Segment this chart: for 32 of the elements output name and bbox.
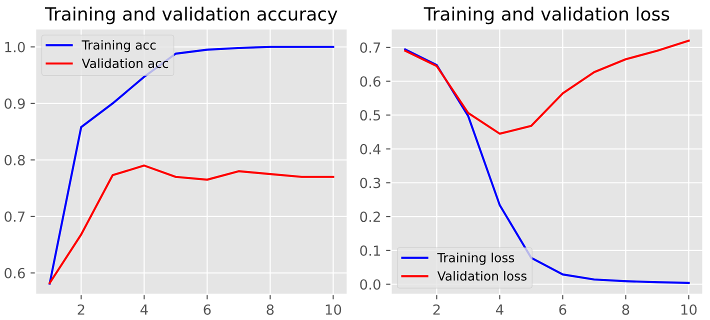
y-tick-label: 0.1 bbox=[360, 245, 380, 256]
x-tick-label: 6 bbox=[204, 304, 211, 315]
y-tick-label: 0.5 bbox=[360, 110, 380, 121]
x-tick-label: 10 bbox=[681, 304, 697, 315]
x-tick-label: 6 bbox=[559, 304, 566, 315]
x-tick-label: 2 bbox=[78, 304, 84, 315]
y-tick-label: 0.6 bbox=[360, 76, 380, 87]
line-series bbox=[404, 40, 690, 135]
y-tick-label: 0.4 bbox=[360, 144, 381, 154]
y-tick-label: 0.2 bbox=[360, 212, 380, 222]
x-tick-label: 10 bbox=[326, 304, 342, 315]
chart-title: Training and validation accuracy bbox=[44, 6, 338, 24]
chart-title: Training and validation loss bbox=[424, 6, 670, 24]
x-tick-label: 8 bbox=[622, 304, 630, 315]
line-series bbox=[404, 48, 690, 284]
x-tick-label: 8 bbox=[266, 304, 274, 315]
y-tick-label: 0.6 bbox=[4, 268, 25, 278]
legend-label: Training loss bbox=[437, 252, 514, 265]
legend-label: Validation loss bbox=[437, 271, 527, 281]
y-tick-label: 0.0 bbox=[360, 279, 380, 290]
x-tick-label: 4 bbox=[140, 304, 148, 315]
y-tick-label: 0.7 bbox=[4, 211, 25, 222]
y-tick-label: 0.8 bbox=[4, 154, 25, 166]
y-tick-label: 0.3 bbox=[360, 178, 380, 188]
x-tick-label: 2 bbox=[433, 304, 440, 315]
legend-label: Validation acc bbox=[82, 58, 168, 68]
line-series bbox=[48, 164, 334, 284]
x-tick-label: 4 bbox=[496, 304, 504, 315]
legend-label: Training acc bbox=[82, 40, 156, 52]
y-tick-label: 0.7 bbox=[360, 42, 380, 53]
y-tick-label: 0.9 bbox=[4, 98, 25, 109]
y-tick-label: 1.0 bbox=[5, 42, 25, 52]
